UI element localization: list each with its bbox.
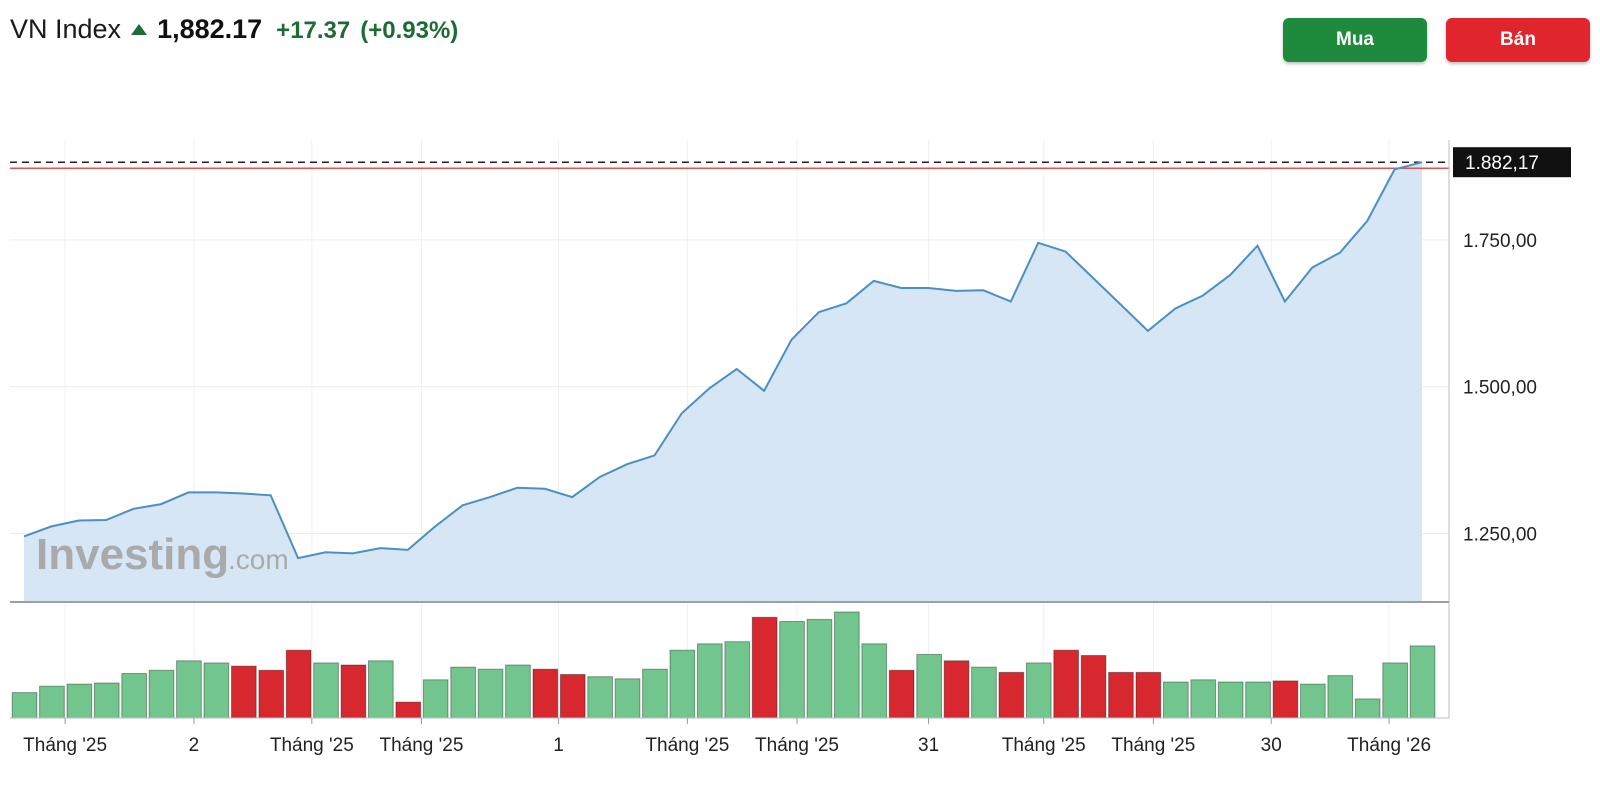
last-value-label-text: 1.882,17	[1465, 153, 1539, 174]
x-tick-label: Tháng '25	[755, 735, 839, 756]
volume-bar	[724, 641, 751, 719]
volume-bar	[888, 669, 915, 719]
volume-bar	[1409, 645, 1436, 719]
y-tick-label: 1.500,00	[1463, 378, 1537, 399]
x-tick-label: 2	[189, 735, 200, 756]
volume-bar	[505, 664, 531, 719]
volume-bar	[779, 621, 805, 719]
index-change: +17.37	[276, 17, 351, 44]
x-axis: Tháng '25 2 Tháng '25 Tháng '25 1 Tháng '25 Th…	[23, 718, 1431, 756]
volume-bar	[1300, 683, 1326, 719]
x-tick-label: 30	[1261, 735, 1282, 756]
volume-bar	[39, 685, 65, 719]
index-change-percent: (+0.93%)	[360, 17, 459, 44]
last-value-label: 1.882,17	[1453, 147, 1571, 178]
volume-bar	[148, 669, 175, 719]
x-tick-label: Tháng '25	[23, 735, 107, 756]
volume-bar	[669, 649, 696, 719]
volume-bar	[1025, 662, 1052, 719]
volume-bar	[395, 701, 422, 719]
volume-bar	[313, 662, 339, 719]
volume-bar	[1108, 671, 1134, 719]
y-tick-label: 1.250,00	[1463, 524, 1537, 545]
volume-bar	[587, 676, 613, 719]
x-tick-label: 31	[918, 735, 939, 756]
x-tick-label: Tháng '25	[1111, 735, 1195, 756]
volume-bar	[368, 660, 394, 719]
volume-bar	[834, 611, 860, 719]
volume-bars	[10, 611, 1449, 719]
volume-bar	[1382, 662, 1409, 719]
index-header: VN Index 1,882.17 +17.37 (+0.93%)	[10, 14, 458, 45]
volume-bar	[1163, 681, 1189, 719]
volume-bar	[916, 653, 942, 719]
y-axis: 1.250,00 1.500,00 1.750,00	[1448, 140, 1537, 718]
last-value-label-bg	[1453, 147, 1571, 178]
x-tick-label: Tháng '25	[645, 735, 729, 756]
volume-bar	[450, 666, 476, 719]
volume-bar	[697, 643, 723, 719]
volume-bar	[66, 683, 93, 719]
buy-button[interactable]: Mua	[1283, 18, 1427, 62]
volume-bar	[998, 671, 1025, 719]
x-tick-label: Tháng '25	[270, 735, 354, 756]
volume-bar	[1354, 698, 1381, 719]
volume-bar	[258, 669, 285, 719]
volume-bar	[340, 664, 367, 719]
volume-bar	[176, 660, 202, 719]
volume-bar	[943, 660, 970, 719]
volume-bar	[121, 673, 148, 719]
volume-bar	[1190, 679, 1217, 719]
price-line	[23, 161, 1423, 560]
index-name: VN Index	[10, 14, 122, 44]
x-tick-label: Tháng '25	[1002, 735, 1086, 756]
volume-bar	[231, 665, 257, 719]
volume-bar	[1245, 681, 1271, 719]
x-tick-label: 1	[553, 735, 564, 756]
volume-bar	[203, 662, 230, 719]
volume-bar	[1080, 655, 1107, 719]
volume-bar	[971, 666, 997, 719]
volume-bar	[477, 668, 504, 719]
volume-bar	[422, 679, 449, 719]
volume-bar	[806, 618, 833, 719]
watermark-suffix: .com	[228, 544, 289, 575]
sell-button[interactable]: Bán	[1446, 18, 1590, 62]
volume-bar	[1053, 649, 1080, 719]
volume-bar	[285, 649, 312, 719]
volume-bar	[559, 674, 586, 719]
price-area-fill	[24, 162, 1422, 601]
watermark-brand: Investing	[36, 530, 229, 579]
volume-bar	[751, 616, 778, 719]
volume-bar	[1135, 671, 1162, 719]
volume-bar	[642, 668, 668, 719]
volume-bar	[11, 692, 38, 719]
volume-bar	[93, 682, 120, 719]
volume-bar	[1327, 675, 1354, 719]
volume-bar	[532, 668, 559, 719]
volume-bar	[861, 643, 888, 719]
x-tick-label: Tháng '25	[380, 735, 464, 756]
y-tick-label: 1.750,00	[1463, 231, 1537, 252]
index-value: 1,882.17	[157, 14, 263, 44]
volume-bar	[1217, 681, 1244, 719]
arrow-up-icon	[131, 24, 148, 35]
x-tick-label: Tháng '26	[1347, 735, 1431, 756]
volume-bar	[1272, 680, 1299, 719]
volume-bar	[614, 678, 641, 719]
